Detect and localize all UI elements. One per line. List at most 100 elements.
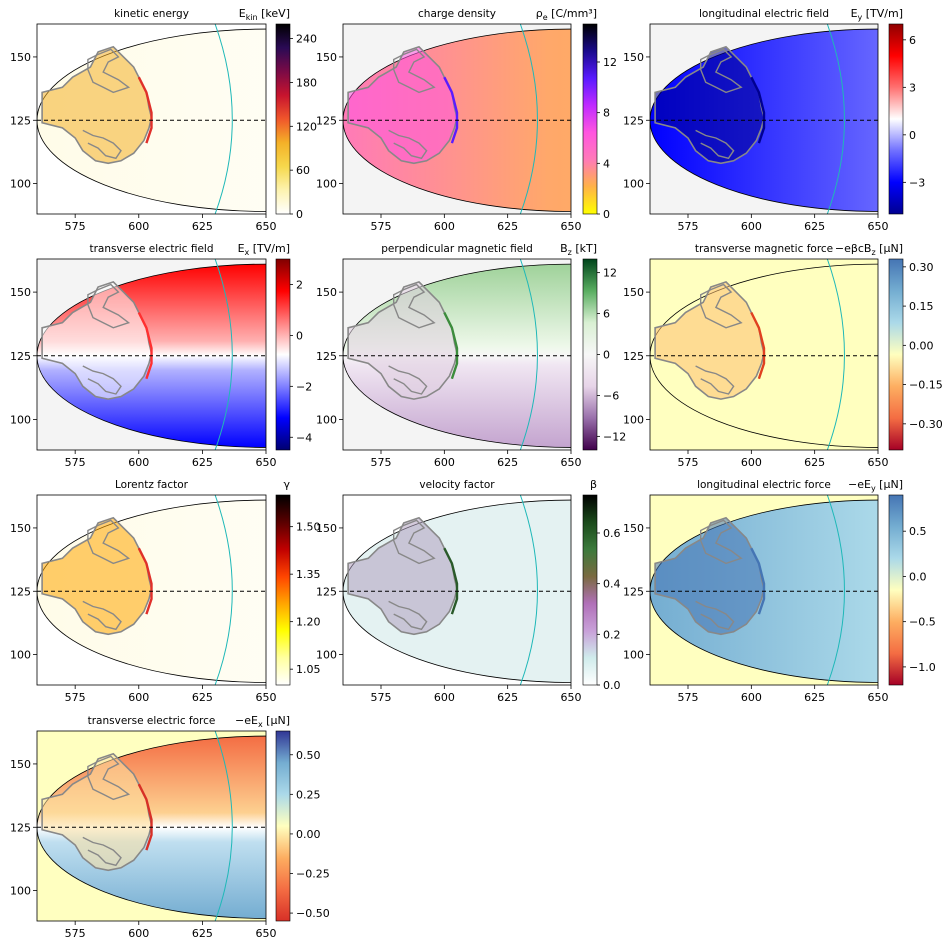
x-tick-label: 600 bbox=[128, 691, 149, 704]
colorbar-tick-label: 0.00 bbox=[296, 828, 321, 841]
inner-contour bbox=[695, 365, 735, 395]
x-tick-label: 625 bbox=[192, 691, 213, 704]
colorbar-tick-label: 2 bbox=[296, 278, 303, 291]
colorbar-tick-label: −0.25 bbox=[296, 868, 330, 881]
x-tick-label: 650 bbox=[868, 456, 889, 469]
colorbar-tick-label: −6 bbox=[603, 389, 619, 402]
panel-lorentz-factor: Lorentz factor 575 600 625 650 150 125 100 1.50 1… bbox=[10, 478, 321, 704]
y-tick-label: 150 bbox=[10, 51, 31, 64]
y-tick-label: 150 bbox=[10, 286, 31, 299]
wavefront-curve bbox=[826, 259, 845, 450]
x-tick-label: 575 bbox=[678, 220, 699, 233]
colorbar-tick-label: −12 bbox=[603, 430, 626, 443]
colorbar-tick-label: 0.5 bbox=[909, 525, 927, 538]
y-tick-label: 150 bbox=[316, 522, 337, 535]
colorbar-tick-label: 0 bbox=[296, 208, 303, 221]
x-tick-label: 625 bbox=[804, 456, 825, 469]
wavefront-curve bbox=[519, 259, 538, 450]
colorbar bbox=[582, 494, 598, 686]
panel-title: transverse magnetic force bbox=[695, 243, 833, 255]
colorbar bbox=[888, 494, 904, 686]
panel-transverse-electric-field: transverse electric field 575 600 625 650 150… bbox=[10, 242, 312, 469]
inner-contour bbox=[87, 283, 131, 329]
colorbar-label: −eβcBz [μN] bbox=[835, 242, 903, 257]
panel-title: velocity factor bbox=[419, 479, 495, 491]
shock-front bbox=[137, 547, 153, 615]
x-tick-label: 650 bbox=[561, 456, 582, 469]
plot-frame bbox=[649, 494, 879, 686]
colorbar-tick-label: 1.35 bbox=[296, 568, 321, 581]
panel-title: charge density bbox=[418, 8, 496, 20]
y-tick-label: 100 bbox=[10, 178, 31, 191]
plot-frame bbox=[342, 494, 572, 686]
colorbar bbox=[275, 494, 291, 686]
x-tick-label: 600 bbox=[741, 220, 762, 233]
inner-contour bbox=[393, 519, 436, 565]
colorbar-tick-label: −1.0 bbox=[909, 661, 936, 674]
inner-contour bbox=[388, 129, 428, 160]
panel-perpendicular-magnetic-field: perpendicular magnetic field 575 600 625 650… bbox=[316, 242, 626, 469]
colorbar-tick-label: 0.50 bbox=[296, 749, 321, 762]
x-tick-label: 650 bbox=[256, 927, 277, 940]
colorbar-tick-label: 0 bbox=[296, 329, 303, 342]
colorbar-tick-label: 0.30 bbox=[909, 261, 934, 274]
shock-front bbox=[750, 76, 766, 144]
inner-contour bbox=[87, 48, 131, 94]
colorbar-tick-label: 60 bbox=[296, 164, 310, 177]
y-tick-label: 150 bbox=[623, 522, 644, 535]
x-tick-label: 650 bbox=[256, 456, 277, 469]
y-tick-label: 150 bbox=[10, 522, 31, 535]
colorbar bbox=[275, 730, 291, 922]
colorbar-tick-label: 240 bbox=[296, 33, 317, 46]
colorbar-tick-label: 0.25 bbox=[296, 788, 321, 801]
colorbar-label: ρe [C/mm³] bbox=[536, 7, 597, 22]
inner-contour bbox=[388, 600, 428, 631]
x-tick-label: 625 bbox=[192, 456, 213, 469]
x-tick-label: 575 bbox=[65, 927, 86, 940]
inner-contour bbox=[87, 519, 131, 565]
panel-longitudinal-electric-field: longitudinal electric field 575 600 625 650 1… bbox=[623, 7, 925, 233]
panel-title: Lorentz factor bbox=[115, 479, 189, 491]
wavefront-curve bbox=[519, 495, 538, 685]
panel-longitudinal-electric-force: longitudinal electric force 575 600 625 650 1… bbox=[623, 478, 936, 704]
x-tick-label: 625 bbox=[192, 220, 213, 233]
colorbar-tick-label: 1.20 bbox=[296, 616, 321, 629]
wavefront-curve bbox=[214, 495, 233, 685]
plot-frame bbox=[342, 23, 572, 215]
y-tick-label: 125 bbox=[316, 114, 337, 127]
shock-front bbox=[137, 783, 153, 851]
colorbar-tick-label: −0.50 bbox=[296, 907, 330, 920]
colorbar-label: γ bbox=[283, 478, 290, 491]
colorbar-tick-label: 0 bbox=[909, 129, 916, 142]
x-tick-label: 625 bbox=[497, 691, 518, 704]
colorbar-label: −eEx [μN] bbox=[235, 714, 290, 729]
inner-contour bbox=[393, 283, 436, 329]
panel-title: transverse electric force bbox=[88, 715, 216, 727]
colorbar-tick-label: −0.15 bbox=[909, 379, 943, 392]
x-tick-label: 625 bbox=[497, 220, 518, 233]
x-tick-label: 650 bbox=[561, 691, 582, 704]
x-tick-label: 575 bbox=[678, 691, 699, 704]
panel-velocity-factor: velocity factor 575 600 625 650 150 125 100 0.6 0… bbox=[316, 478, 621, 704]
colorbar-tick-label: 0.0 bbox=[909, 570, 927, 583]
panel-title: perpendicular magnetic field bbox=[381, 243, 532, 255]
x-tick-label: 575 bbox=[65, 220, 86, 233]
y-tick-label: 100 bbox=[10, 413, 31, 426]
colorbar-tick-label: −0.5 bbox=[909, 616, 936, 629]
inner-contour bbox=[700, 283, 743, 329]
panel-transverse-magnetic-force: transverse magnetic force 575 600 625 650 150… bbox=[623, 242, 943, 469]
colorbar bbox=[888, 23, 904, 215]
colorbar-label: −eEy [μN] bbox=[848, 478, 903, 493]
y-tick-label: 100 bbox=[10, 885, 31, 898]
shock-front bbox=[750, 547, 766, 615]
y-tick-label: 125 bbox=[623, 114, 644, 127]
colorbar-tick-label: 0.4 bbox=[603, 578, 621, 591]
y-tick-label: 100 bbox=[623, 178, 644, 191]
inner-contour bbox=[82, 600, 122, 631]
inner-contour bbox=[82, 365, 122, 395]
plot-frame bbox=[36, 494, 267, 686]
colorbar-tick-label: 180 bbox=[296, 76, 317, 89]
x-tick-label: 650 bbox=[256, 691, 277, 704]
colorbar-tick-label: 6 bbox=[603, 308, 610, 321]
